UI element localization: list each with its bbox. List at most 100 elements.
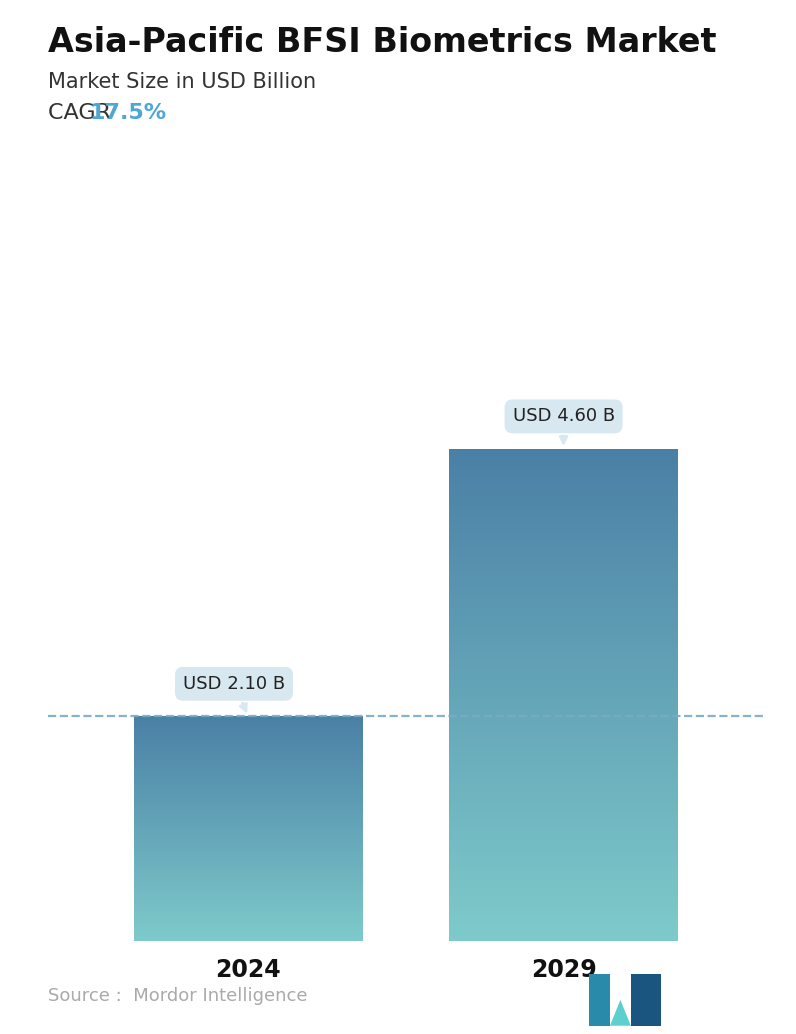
Bar [449, 831, 678, 832]
Bar [449, 765, 678, 767]
Bar [449, 506, 678, 508]
Bar [449, 678, 678, 680]
Bar [449, 636, 678, 638]
Bar [449, 499, 678, 501]
Bar [449, 622, 678, 625]
Bar [449, 617, 678, 619]
Bar [449, 557, 678, 558]
Bar [449, 903, 678, 905]
Bar [449, 924, 678, 926]
Bar [449, 693, 678, 695]
Bar [449, 716, 678, 718]
Bar [449, 560, 678, 562]
Bar [449, 605, 678, 606]
Bar [449, 879, 678, 880]
Bar [449, 501, 678, 503]
Bar [449, 661, 678, 662]
Bar [449, 522, 678, 524]
Bar [449, 749, 678, 751]
Bar [449, 458, 678, 460]
Bar [449, 737, 678, 739]
Text: Source :  Mordor Intelligence: Source : Mordor Intelligence [48, 987, 307, 1005]
Bar [449, 791, 678, 793]
Bar [449, 777, 678, 779]
Bar [449, 736, 678, 737]
Bar [449, 466, 678, 468]
Bar [449, 714, 678, 717]
Bar [449, 798, 678, 800]
Bar [449, 566, 678, 567]
Bar [449, 493, 678, 495]
Bar [449, 801, 678, 803]
Bar [449, 664, 678, 666]
Bar [449, 860, 678, 862]
Bar [449, 637, 678, 639]
Bar [449, 709, 678, 711]
Bar [449, 463, 678, 465]
Bar [449, 815, 678, 816]
Bar [449, 567, 678, 569]
Bar [449, 821, 678, 823]
Bar [449, 708, 678, 709]
Bar [449, 555, 678, 557]
Bar [449, 793, 678, 795]
Bar [449, 553, 678, 555]
Bar [449, 885, 678, 887]
Bar [449, 740, 678, 742]
Bar [449, 665, 678, 667]
Text: CAGR: CAGR [48, 103, 118, 123]
Bar [449, 756, 678, 757]
Bar [449, 639, 678, 641]
Bar [449, 724, 678, 726]
Bar [449, 886, 678, 888]
Text: Asia-Pacific BFSI Biometrics Market: Asia-Pacific BFSI Biometrics Market [48, 26, 716, 59]
Bar [449, 620, 678, 622]
Bar [449, 470, 678, 472]
Bar [449, 754, 678, 756]
Bar [449, 776, 678, 777]
Bar [449, 790, 678, 792]
Bar [449, 488, 678, 490]
Bar [449, 524, 678, 526]
Bar [449, 872, 678, 874]
Bar [449, 795, 678, 796]
Bar [449, 877, 678, 879]
Bar [449, 852, 678, 854]
Bar [449, 880, 678, 882]
Bar [449, 913, 678, 915]
Bar [449, 594, 678, 595]
Bar [449, 757, 678, 759]
Bar [449, 569, 678, 571]
Bar [449, 452, 678, 454]
Bar [449, 763, 678, 765]
Bar [449, 767, 678, 768]
Bar [449, 832, 678, 834]
Bar [449, 644, 678, 645]
Bar [449, 513, 678, 515]
Bar [449, 692, 678, 693]
Bar [449, 773, 678, 776]
Bar [449, 539, 678, 541]
Bar [449, 865, 678, 868]
Bar [449, 841, 678, 843]
Bar [449, 875, 678, 877]
Bar [449, 541, 678, 543]
Bar [449, 703, 678, 705]
Bar [449, 656, 678, 658]
Bar [449, 662, 678, 664]
Bar [449, 919, 678, 921]
Bar [449, 796, 678, 798]
Bar [449, 578, 678, 580]
Bar [449, 739, 678, 740]
Bar [449, 723, 678, 725]
Bar [449, 780, 678, 782]
Bar [449, 536, 678, 538]
Text: USD 2.10 B: USD 2.10 B [183, 675, 285, 711]
Bar [449, 866, 678, 869]
Bar [449, 570, 678, 572]
Polygon shape [610, 1000, 630, 1026]
Bar [449, 685, 678, 687]
Bar [449, 687, 678, 689]
Bar [449, 728, 678, 729]
Bar [449, 451, 678, 452]
